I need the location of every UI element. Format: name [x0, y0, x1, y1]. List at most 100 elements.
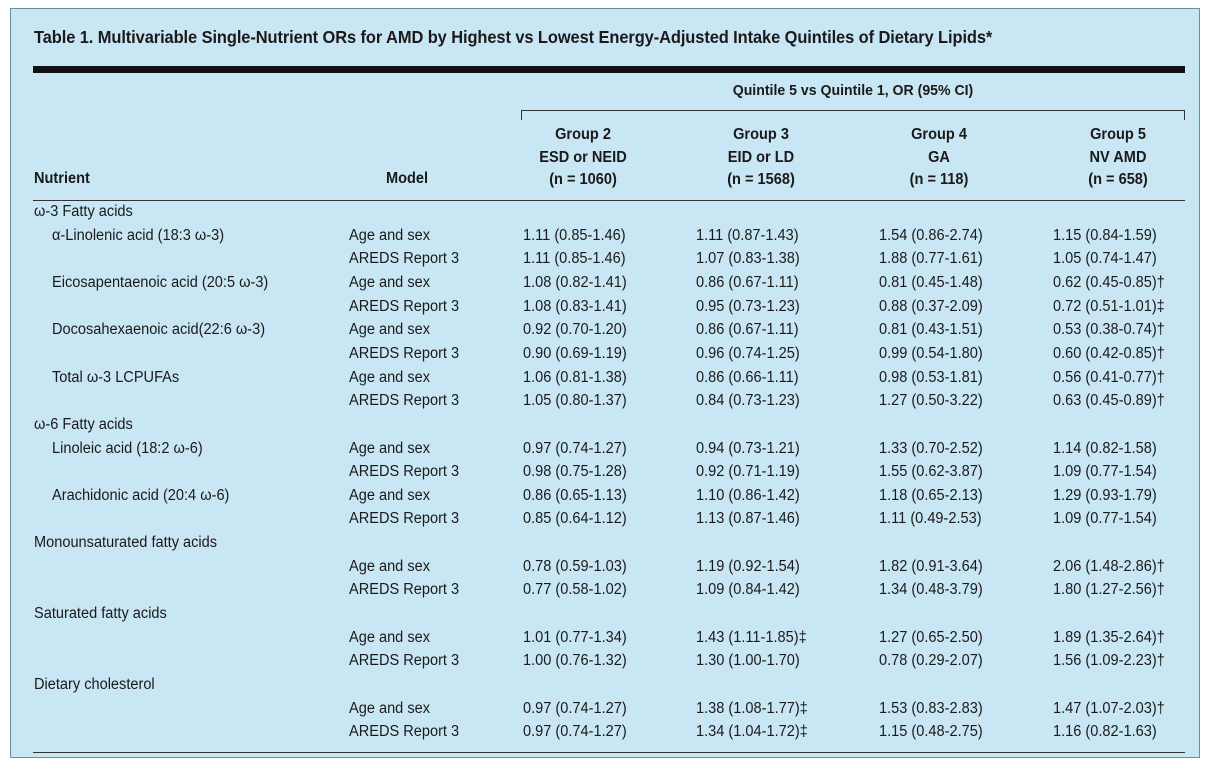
or-cell-group-5: 1.29 (0.93-1.79) — [1053, 486, 1157, 504]
section-label: Monounsaturated fatty acids — [34, 534, 218, 552]
or-cell-group-2: 1.08 (0.82-1.41) — [523, 273, 627, 291]
or-cell-group-5: 0.53 (0.38-0.74)† — [1053, 321, 1165, 339]
bottom-rule — [33, 752, 1185, 753]
or-cell-group-4: 1.34 (0.48-3.79) — [879, 581, 983, 599]
or-cell-group-5: 1.09 (0.77-1.54) — [1053, 463, 1157, 481]
section-label: ω-6 Fatty acids — [34, 415, 133, 433]
section-label: ω-3 Fatty acids — [34, 203, 133, 220]
or-cell-group-3: 0.92 (0.71-1.19) — [696, 463, 800, 481]
model-cell: AREDS Report 3 — [349, 581, 460, 599]
or-cell-group-5: 0.60 (0.42-0.85)† — [1053, 344, 1165, 362]
or-cell-group-4: 0.98 (0.53-1.81) — [879, 368, 983, 386]
model-cell: AREDS Report 3 — [349, 344, 460, 362]
or-cell-group-3: 0.86 (0.66-1.11) — [696, 368, 799, 386]
or-cell-group-5: 2.06 (1.48-2.86)† — [1053, 557, 1165, 575]
header-nutrient: Nutrient — [34, 170, 90, 187]
model-cell: AREDS Report 3 — [349, 723, 460, 741]
header-group-5: Group 5 NV AMD (n = 658) — [1043, 124, 1193, 192]
nutrient-label: α-Linolenic acid (18:3 ω-3) — [52, 226, 225, 244]
model-cell: Age and sex — [349, 557, 431, 575]
group-2-name: Group 2 — [555, 126, 611, 143]
or-cell-group-2: 0.97 (0.74-1.27) — [523, 439, 627, 457]
header-rule — [33, 200, 1185, 201]
or-cell-group-4: 1.27 (0.65-2.50) — [879, 628, 983, 646]
or-cell-group-2: 0.97 (0.74-1.27) — [523, 723, 627, 741]
model-cell: AREDS Report 3 — [349, 250, 460, 268]
model-cell: AREDS Report 3 — [349, 463, 460, 481]
or-cell-group-4: 0.99 (0.54-1.80) — [879, 344, 983, 362]
or-cell-group-5: 1.16 (0.82-1.63) — [1053, 723, 1157, 741]
or-cell-group-3: 1.19 (0.92-1.54) — [696, 557, 800, 575]
or-cell-group-3: 1.13 (0.87-1.46) — [696, 510, 800, 528]
model-cell: AREDS Report 3 — [349, 392, 460, 410]
or-cell-group-5: 0.72 (0.51-1.01)‡ — [1053, 297, 1165, 315]
or-cell-group-5: 1.89 (1.35-2.64)† — [1053, 628, 1165, 646]
header-group-4: Group 4 GA (n = 118) — [864, 124, 1014, 192]
or-cell-group-3: 1.09 (0.84-1.42) — [696, 581, 800, 599]
or-cell-group-5: 1.80 (1.27-2.56)† — [1053, 581, 1165, 599]
group-5-desc: NV AMD — [1089, 148, 1147, 166]
or-cell-group-2: 0.78 (0.59-1.03) — [523, 557, 627, 575]
nutrient-label: Arachidonic acid (20:4 ω-6) — [52, 486, 230, 504]
or-cell-group-2: 1.01 (0.77-1.34) — [523, 628, 627, 646]
or-cell-group-4: 1.53 (0.83-2.83) — [879, 699, 983, 717]
nutrient-label: Eicosapentaenoic acid (20:5 ω-3) — [52, 273, 269, 291]
spanner-bracket — [521, 110, 1185, 120]
nutrient-label: Total ω-3 LCPUFAs — [52, 368, 180, 386]
or-cell-group-3: 0.96 (0.74-1.25) — [696, 344, 800, 362]
model-cell: Age and sex — [349, 226, 431, 244]
group-3-name: Group 3 — [733, 126, 789, 143]
model-cell: Age and sex — [349, 699, 431, 717]
or-cell-group-2: 1.06 (0.81-1.38) — [523, 368, 627, 386]
or-cell-group-3: 1.34 (1.04-1.72)‡ — [696, 723, 808, 741]
group-5-name: Group 5 — [1090, 126, 1146, 143]
or-cell-group-5: 1.05 (0.74-1.47) — [1053, 250, 1157, 268]
model-cell: Age and sex — [349, 273, 431, 291]
group-3-n: (n = 1568) — [727, 171, 795, 188]
or-cell-group-4: 1.82 (0.91-3.64) — [879, 557, 983, 575]
or-cell-group-2: 1.08 (0.83-1.41) — [523, 297, 627, 315]
or-cell-group-4: 1.55 (0.62-3.87) — [879, 463, 983, 481]
or-cell-group-4: 0.78 (0.29-2.07) — [879, 652, 983, 670]
or-cell-group-2: 1.11 (0.85-1.46) — [523, 250, 626, 268]
model-cell: AREDS Report 3 — [349, 297, 460, 315]
model-cell: Age and sex — [349, 486, 431, 504]
or-cell-group-4: 1.88 (0.77-1.61) — [879, 250, 983, 268]
group-2-n: (n = 1060) — [549, 171, 617, 188]
or-cell-group-3: 1.11 (0.87-1.43) — [696, 226, 799, 244]
or-cell-group-2: 1.11 (0.85-1.46) — [523, 226, 626, 244]
nutrient-label: Linoleic acid (18:2 ω-6) — [52, 439, 203, 457]
or-cell-group-2: 0.77 (0.58-1.02) — [523, 581, 627, 599]
or-cell-group-2: 0.86 (0.65-1.13) — [523, 486, 627, 504]
header-group-2: Group 2 ESD or NEID (n = 1060) — [508, 124, 658, 192]
or-cell-group-3: 0.86 (0.67-1.11) — [696, 321, 799, 339]
or-cell-group-4: 1.54 (0.86-2.74) — [879, 226, 983, 244]
title-rule — [33, 66, 1185, 73]
or-cell-group-3: 1.10 (0.86-1.42) — [696, 486, 800, 504]
or-cell-group-2: 1.00 (0.76-1.32) — [523, 652, 627, 670]
or-cell-group-5: 1.14 (0.82-1.58) — [1053, 439, 1157, 457]
or-cell-group-2: 0.85 (0.64-1.12) — [523, 510, 627, 528]
or-cell-group-4: 1.18 (0.65-2.13) — [879, 486, 983, 504]
table-panel: Table 1. Multivariable Single-Nutrient O… — [10, 8, 1200, 758]
or-cell-group-2: 1.05 (0.80-1.37) — [523, 392, 627, 410]
column-spanner: Quintile 5 vs Quintile 1, OR (95% CI) — [732, 82, 974, 99]
or-cell-group-4: 1.15 (0.48-2.75) — [879, 723, 983, 741]
group-2-desc: ESD or NEID — [539, 148, 627, 166]
or-cell-group-3: 0.95 (0.73-1.23) — [696, 297, 800, 315]
or-cell-group-5: 1.56 (1.09-2.23)† — [1053, 652, 1165, 670]
or-cell-group-2: 0.92 (0.70-1.20) — [523, 321, 627, 339]
model-cell: AREDS Report 3 — [349, 510, 460, 528]
model-cell: Age and sex — [349, 628, 431, 646]
or-cell-group-3: 1.30 (1.00-1.70) — [696, 652, 800, 670]
model-cell: Age and sex — [349, 368, 431, 386]
or-cell-group-4: 0.81 (0.43-1.51) — [879, 321, 983, 339]
model-cell: Age and sex — [349, 321, 431, 339]
group-3-desc: EID or LD — [727, 148, 795, 166]
table-title: Table 1. Multivariable Single-Nutrient O… — [34, 27, 993, 47]
header-model: Model — [386, 170, 429, 187]
or-cell-group-3: 0.86 (0.67-1.11) — [696, 273, 799, 291]
or-cell-group-4: 0.81 (0.45-1.48) — [879, 273, 983, 291]
or-cell-group-4: 1.11 (0.49-2.53) — [879, 510, 982, 528]
or-cell-group-5: 0.62 (0.45-0.85)† — [1053, 273, 1165, 291]
